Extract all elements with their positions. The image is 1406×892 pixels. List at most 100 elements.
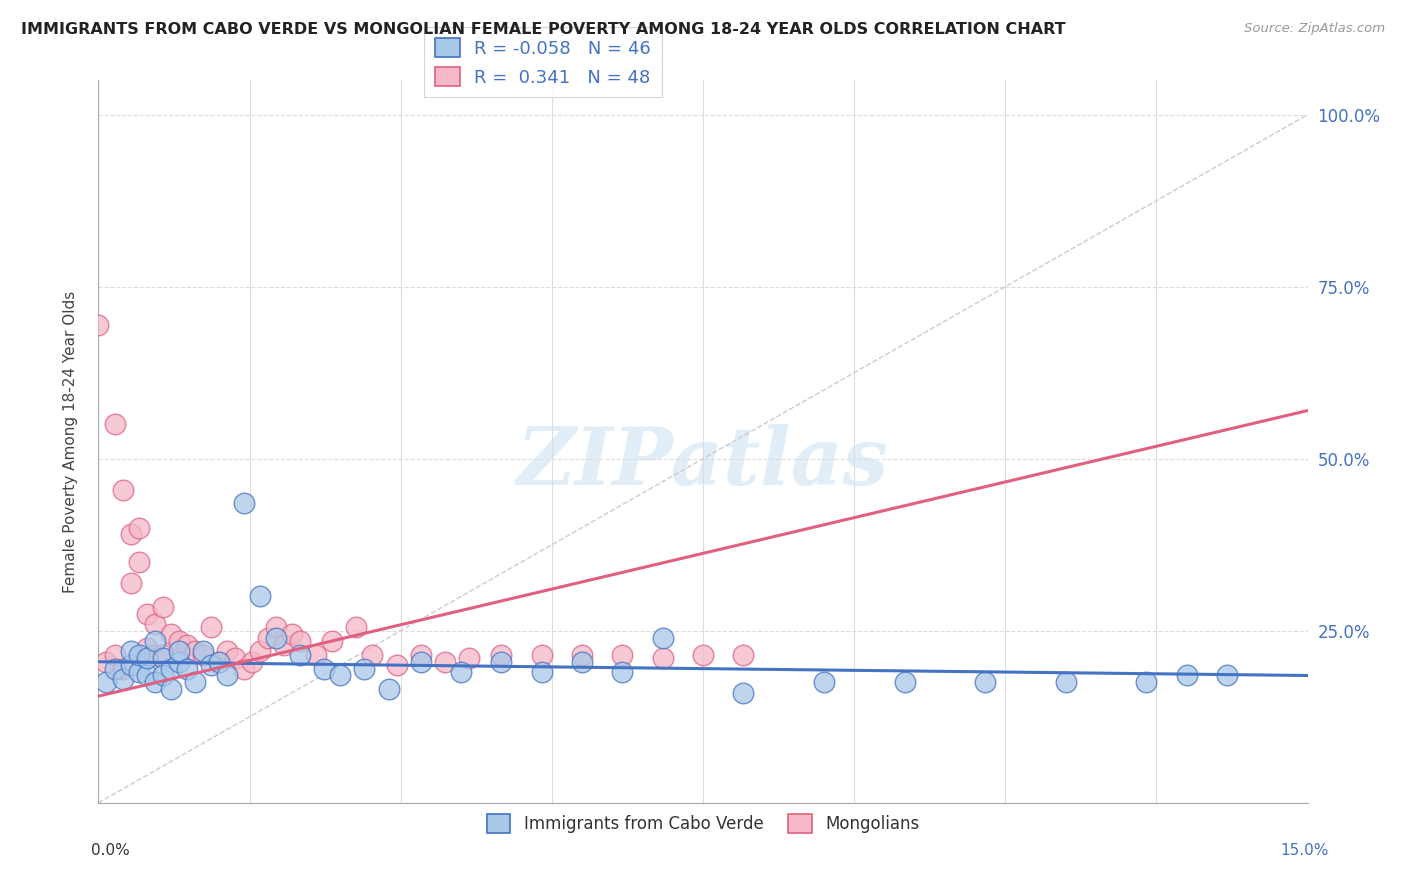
Point [651, 651, 673, 665]
Point [974, 675, 997, 690]
Text: 15.0%: 15.0% [1281, 843, 1329, 858]
Point [240, 655, 263, 669]
Point [288, 634, 311, 648]
Point [1175, 668, 1198, 682]
Point [143, 675, 166, 690]
Text: 0.0%: 0.0% [91, 843, 131, 858]
Point [103, 648, 125, 662]
Point [692, 648, 714, 662]
Point [143, 616, 166, 631]
Point [167, 644, 190, 658]
Point [103, 417, 125, 432]
Point [450, 665, 472, 679]
Point [167, 655, 190, 669]
Point [176, 638, 198, 652]
Point [143, 634, 166, 648]
Point [208, 655, 231, 669]
Point [264, 631, 287, 645]
Text: Source: ZipAtlas.com: Source: ZipAtlas.com [1244, 22, 1385, 36]
Point [103, 662, 125, 676]
Point [264, 620, 287, 634]
Point [120, 527, 142, 541]
Point [1216, 668, 1239, 682]
Point [434, 655, 457, 669]
Point [893, 675, 915, 690]
Point [651, 631, 673, 645]
Point [160, 682, 183, 697]
Point [135, 640, 157, 655]
Point [135, 651, 157, 665]
Point [143, 648, 166, 662]
Point [128, 520, 150, 534]
Point [305, 648, 328, 662]
Point [193, 644, 215, 658]
Point [217, 668, 239, 682]
Point [120, 658, 142, 673]
Point [224, 651, 246, 665]
Point [167, 634, 190, 648]
Point [288, 648, 311, 662]
Point [160, 662, 183, 676]
Point [273, 638, 295, 652]
Point [385, 658, 408, 673]
Point [152, 599, 174, 614]
Point [530, 648, 553, 662]
Y-axis label: Female Poverty Among 18-24 Year Olds: Female Poverty Among 18-24 Year Olds [63, 291, 77, 592]
Point [530, 665, 553, 679]
Point [128, 555, 150, 569]
Text: ZIPatlas: ZIPatlas [517, 425, 889, 502]
Point [232, 662, 254, 676]
Point [208, 655, 231, 669]
Point [344, 620, 367, 634]
Point [152, 651, 174, 665]
Point [1054, 675, 1077, 690]
Point [612, 648, 634, 662]
Point [193, 648, 215, 662]
Legend: Immigrants from Cabo Verde, Mongolians: Immigrants from Cabo Verde, Mongolians [478, 806, 928, 841]
Point [458, 651, 481, 665]
Point [813, 675, 835, 690]
Point [184, 644, 207, 658]
Point [733, 686, 755, 700]
Point [217, 644, 239, 658]
Text: IMMIGRANTS FROM CABO VERDE VS MONGOLIAN FEMALE POVERTY AMONG 18-24 YEAR OLDS COR: IMMIGRANTS FROM CABO VERDE VS MONGOLIAN … [21, 22, 1066, 37]
Point [571, 655, 593, 669]
Point [135, 668, 157, 682]
Point [176, 662, 198, 676]
Point [96, 675, 118, 690]
Point [329, 668, 352, 682]
Point [200, 658, 222, 673]
Point [184, 675, 207, 690]
Point [152, 648, 174, 662]
Point [314, 662, 336, 676]
Point [111, 662, 134, 676]
Point [111, 672, 134, 686]
Point [353, 662, 375, 676]
Point [87, 318, 110, 332]
Point [96, 655, 118, 669]
Point [111, 483, 134, 497]
Point [200, 620, 222, 634]
Point [612, 665, 634, 679]
Point [152, 668, 174, 682]
Point [256, 631, 278, 645]
Point [491, 655, 513, 669]
Point [321, 634, 343, 648]
Point [377, 682, 399, 697]
Point [232, 496, 254, 510]
Point [128, 665, 150, 679]
Point [135, 607, 157, 621]
Point [249, 590, 271, 604]
Point [491, 648, 513, 662]
Point [281, 627, 304, 641]
Point [249, 644, 271, 658]
Point [1135, 675, 1157, 690]
Point [733, 648, 755, 662]
Point [409, 655, 432, 669]
Point [120, 575, 142, 590]
Point [120, 644, 142, 658]
Point [409, 648, 432, 662]
Point [160, 627, 183, 641]
Point [128, 648, 150, 662]
Point [571, 648, 593, 662]
